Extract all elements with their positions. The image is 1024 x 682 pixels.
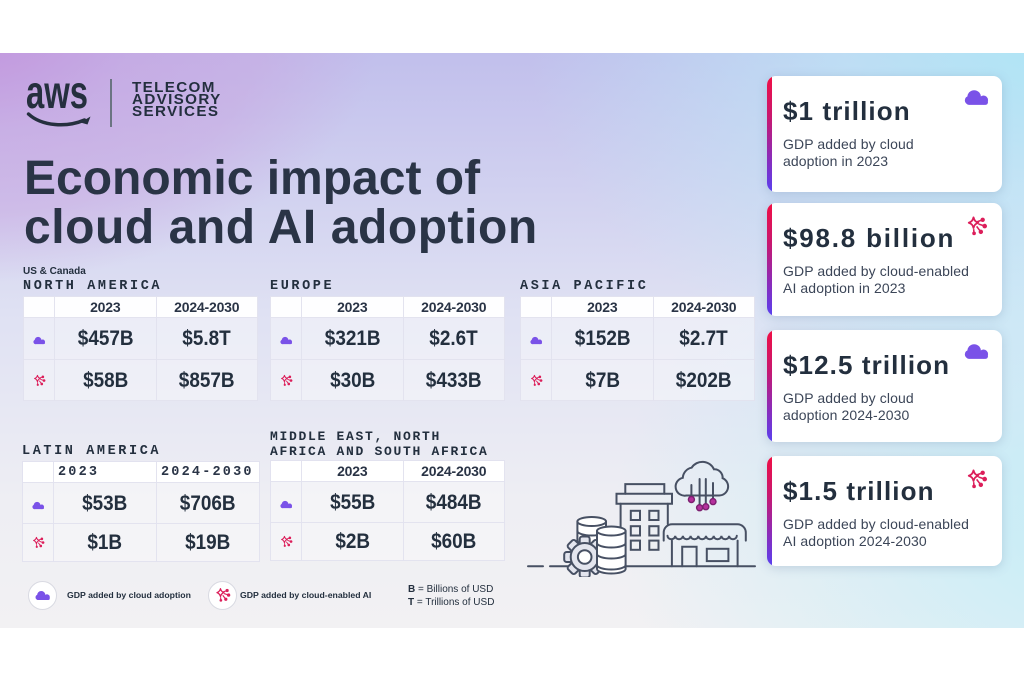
svg-text:aws: aws (26, 78, 88, 118)
